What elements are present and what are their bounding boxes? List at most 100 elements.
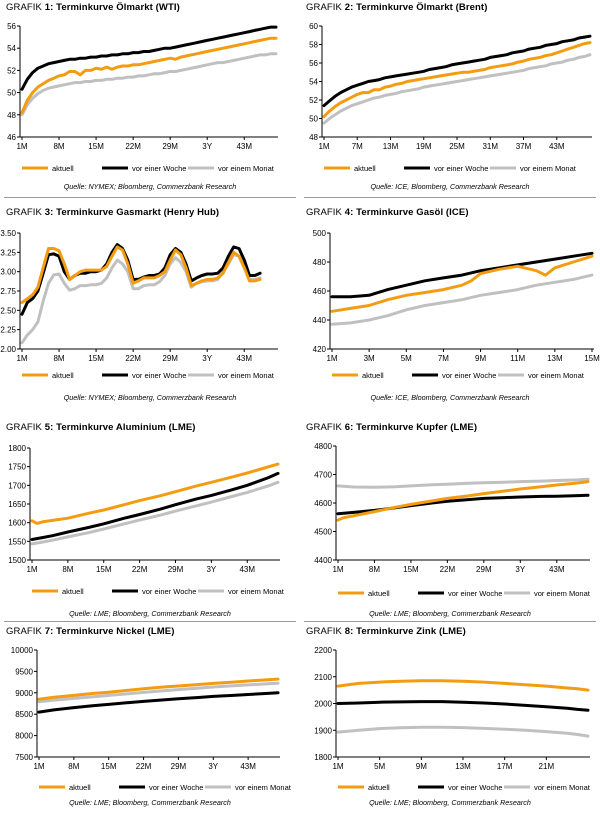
legend-label: vor einer Woche <box>132 371 186 380</box>
x-tick-label: 13M <box>383 142 399 151</box>
x-tick-label: 43M <box>549 142 565 151</box>
y-tick-label: 54 <box>309 78 318 87</box>
y-tick-label: 2000 <box>314 700 332 709</box>
x-tick-label: 5M <box>374 762 385 771</box>
x-tick-label: 3Y <box>202 354 212 363</box>
legend-label: vor einer Woche <box>149 783 203 792</box>
x-tick-label: 1M <box>26 565 37 574</box>
series-line-1 <box>20 245 262 305</box>
series-line-1 <box>336 480 590 522</box>
y-tick-label: 1750 <box>8 463 26 472</box>
divider <box>304 197 596 198</box>
x-tick-label: 8M <box>53 142 64 151</box>
legend-label: vor einem Monat <box>235 783 292 792</box>
chart-svg: 420 440 460 480 500 1M 3M 5M 7M 9M 11M 13M 15M aktuel… <box>313 229 600 380</box>
y-tick-label: 4800 <box>314 442 332 451</box>
x-tick-label: 15M <box>403 565 419 574</box>
x-tick-label: 25M <box>449 142 465 151</box>
x-tick-label: 8M <box>53 354 64 363</box>
series-line-3 <box>322 53 592 125</box>
legend-label: aktuell <box>362 371 384 380</box>
x-tick-label: 1M <box>318 142 329 151</box>
y-tick-label: 7500 <box>15 753 33 762</box>
x-tick-label: 1M <box>332 762 343 771</box>
chart-source: Quelle: NYMEX; Bloomberg, Commerzbank Re… <box>63 182 237 191</box>
chart-panel-brent: GRAFIK 2: Terminkurve Ölmarkt (Brent) 48… <box>300 0 600 202</box>
chart-panel-gasoel: GRAFIK 4: Terminkurve Gasöl (ICE) 420 440… <box>300 205 600 407</box>
x-tick-label: 3Y <box>206 565 216 574</box>
legend-label: vor einer Woche <box>434 164 488 173</box>
y-tick-label: 2.75 <box>0 287 16 296</box>
chart-title: GRAFIK 2: Terminkurve Ölmarkt (Brent) <box>306 2 488 13</box>
x-tick-label: 15M <box>96 565 112 574</box>
chart-svg: 1500 1550 1600 1650 1700 1750 1800 1M 8M 15M 22M 29… <box>8 444 285 596</box>
y-tick-label: 4500 <box>314 528 332 537</box>
series-line-2 <box>322 34 592 108</box>
legend-label: vor einem Monat <box>528 371 585 380</box>
x-tick-label: 43M <box>236 142 252 151</box>
x-tick-label: 15M <box>88 354 104 363</box>
chart-panel-zink: GRAFIK 8: Terminkurve Zink (LME) 1800 190… <box>300 624 600 826</box>
y-tick-label: 2100 <box>314 673 332 682</box>
y-tick-label: 1800 <box>8 444 26 453</box>
x-tick-label: 29M <box>476 565 492 574</box>
series-line-2 <box>20 25 278 91</box>
chart-panel-kupfer: GRAFIK 6: Terminkurve Kupfer (LME) 4400 4… <box>300 420 600 622</box>
y-tick-label: 50 <box>7 89 16 98</box>
x-tick-label: 43M <box>236 354 252 363</box>
chart-source: Quelle: LME; Bloomberg, Commerzbank Rese… <box>369 798 531 807</box>
chart-svg: 7500 8000 8500 9000 9500 10000 1M 8M 15M 22M 29M 3Y… <box>11 646 292 792</box>
y-tick-label: 48 <box>7 111 16 120</box>
chart-svg: 4400 4500 4600 4700 4800 1M 8M 15M 22M 29M 3Y 43M ak… <box>314 442 591 598</box>
y-tick-label: 1700 <box>8 481 26 490</box>
y-tick-label: 3.25 <box>0 248 16 257</box>
y-tick-label: 3.00 <box>0 268 16 277</box>
x-tick-label: 17M <box>497 762 513 771</box>
series-line-3 <box>37 681 280 704</box>
chart-title: GRAFIK 1: Terminkurve Ölmarkt (WTI) <box>6 2 180 13</box>
legend-label: aktuell <box>52 164 74 173</box>
legend-label: aktuell <box>52 371 74 380</box>
chart-source: Quelle: ICE, Bloomberg, Commerzbank Rese… <box>370 182 530 191</box>
x-tick-label: 11M <box>510 354 525 363</box>
legend-label: vor einem Monat <box>534 589 591 598</box>
series-line-2 <box>330 251 594 299</box>
x-tick-label: 13M <box>547 354 563 363</box>
x-tick-label: 37M <box>516 142 532 151</box>
chart-source: Quelle: NYMEX; Bloomberg, Commerzbank Re… <box>63 393 237 402</box>
series-line-1 <box>330 254 594 313</box>
y-tick-label: 480 <box>313 258 327 267</box>
x-tick-label: 15M <box>88 142 104 151</box>
x-tick-label: 15M <box>584 354 600 363</box>
y-tick-label: 9000 <box>15 689 33 698</box>
chart-panel-aluminium: GRAFIK 5: Terminkurve Aluminium (LME) 15… <box>0 420 300 622</box>
legend-label: vor einer Woche <box>448 783 502 792</box>
legend-label: aktuell <box>354 164 376 173</box>
x-tick-label: 29M <box>168 565 184 574</box>
x-tick-label: 7M <box>438 354 449 363</box>
series-line-1 <box>20 36 278 115</box>
legend-label: vor einer Woche <box>448 589 502 598</box>
x-tick-label: 43M <box>240 762 256 771</box>
y-tick-label: 4600 <box>314 499 332 508</box>
x-tick-label: 19M <box>416 142 432 151</box>
chart-svg: 48 50 52 54 56 58 60 1M 7M 13M 19M 25M 31M 37M 43M aktu… <box>309 22 592 173</box>
y-tick-label: 1650 <box>8 500 26 509</box>
y-tick-label: 52 <box>309 96 318 105</box>
chart-panel-nickel: GRAFIK 7: Terminkurve Nickel (LME) 7500 8… <box>0 624 300 826</box>
x-tick-label: 5M <box>401 354 412 363</box>
series-line-2 <box>37 691 280 714</box>
x-tick-label: 1M <box>16 142 27 151</box>
series-line-3 <box>30 480 280 546</box>
x-tick-label: 9M <box>475 354 486 363</box>
y-tick-label: 2.50 <box>0 306 16 315</box>
y-tick-label: 48 <box>309 133 318 142</box>
y-tick-label: 1500 <box>8 556 26 565</box>
legend-label: vor einem Monat <box>534 783 591 792</box>
x-tick-label: 22M <box>440 565 456 574</box>
y-tick-label: 2.25 <box>0 326 16 335</box>
y-tick-label: 46 <box>7 133 16 142</box>
chart-title: GRAFIK 6: Terminkurve Kupfer (LME) <box>306 422 478 433</box>
legend-label: aktuell <box>368 783 390 792</box>
series-line-1 <box>37 677 280 701</box>
